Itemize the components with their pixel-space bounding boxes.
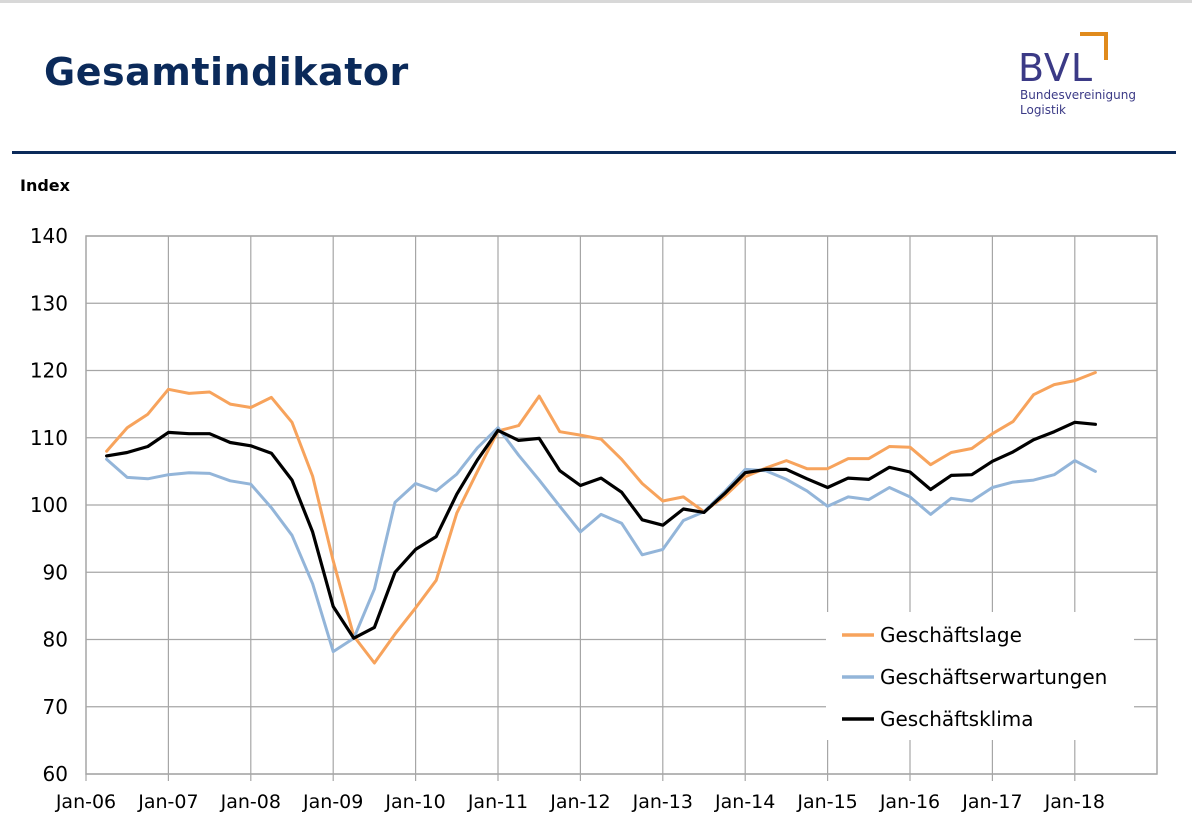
logo-bracket-icon [1080, 32, 1108, 60]
series-line-2 [105, 426, 1097, 654]
legend-label-2: Geschäftserwartungen [880, 665, 1107, 689]
x-tick-label: Jan-17 [961, 791, 1022, 813]
legend-label-1: Geschäftslage [880, 623, 1022, 647]
x-tick-label: Jan-11 [467, 791, 528, 813]
header-rule [12, 151, 1176, 154]
y-tick-label: 140 [30, 224, 68, 248]
logo-subtitle-line1: Bundesvereinigung [1020, 88, 1136, 102]
legend-box [826, 612, 1134, 740]
legend-label-3: Geschäftsklima [880, 707, 1034, 731]
x-tick-label: Jan-10 [384, 791, 445, 813]
logo-text: BVL [1018, 46, 1094, 90]
x-tick-label: Jan-08 [220, 791, 281, 813]
x-tick-label: Jan-06 [55, 791, 116, 813]
y-tick-label: 100 [30, 493, 68, 517]
x-tick-label: Jan-14 [714, 791, 775, 813]
x-tick-label: Jan-16 [879, 791, 940, 813]
x-tick-label: Jan-07 [137, 791, 198, 813]
x-tick-label: Jan-09 [302, 791, 363, 813]
x-tick-label: Jan-12 [549, 791, 610, 813]
y-tick-label: 70 [43, 695, 68, 719]
y-tick-label: 80 [43, 628, 68, 652]
series-line-1 [105, 371, 1097, 665]
x-tick-label: Jan-18 [1044, 791, 1105, 813]
x-tick-label: Jan-13 [632, 791, 693, 813]
y-tick-label: 110 [30, 426, 68, 450]
y-tick-label: 130 [30, 291, 68, 315]
series-line-3 [104, 420, 1098, 640]
top-border [0, 0, 1192, 3]
y-tick-label: 90 [43, 560, 68, 584]
page-title: Gesamtindikator [44, 50, 409, 94]
x-tick-label: Jan-15 [796, 791, 857, 813]
y-tick-label: 120 [30, 359, 68, 383]
logo-subtitle-line2: Logistik [1020, 103, 1067, 117]
bvl-logo: BVL Bundesvereinigung Logistik [1016, 30, 1156, 122]
y-tick-label: 60 [43, 762, 68, 786]
y-axis-label: Index [20, 176, 70, 195]
